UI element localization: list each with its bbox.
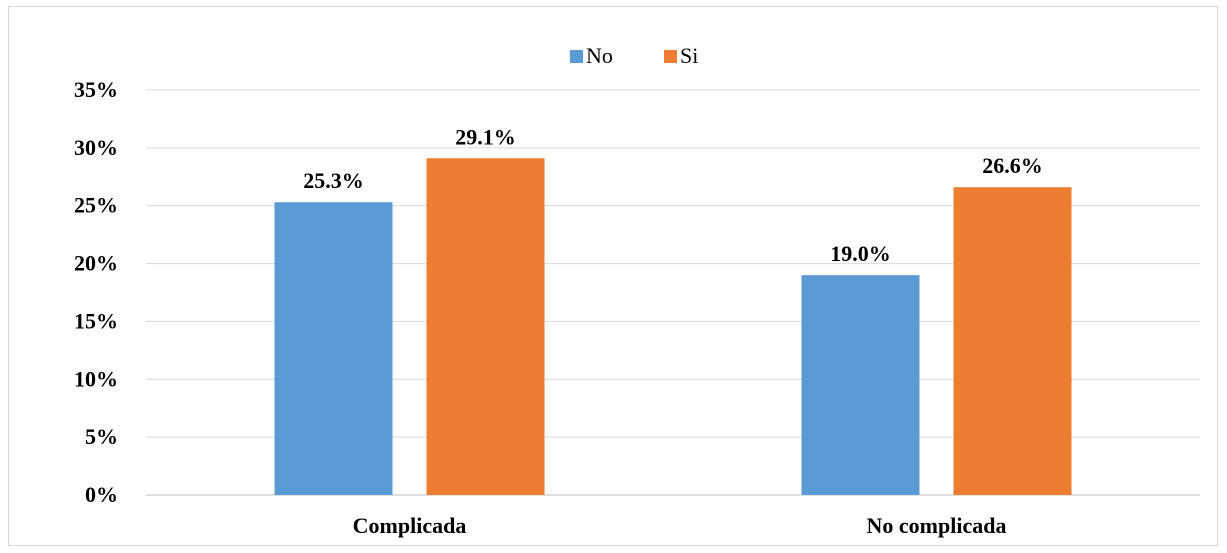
- bar-si-0: [426, 158, 545, 495]
- data-label: 19.0%: [830, 241, 891, 266]
- legend-label: No: [586, 43, 613, 68]
- data-label: 29.1%: [455, 124, 516, 149]
- bars: [274, 158, 1072, 495]
- data-label: 25.3%: [303, 168, 364, 193]
- y-tick-label: 30%: [74, 135, 118, 160]
- y-axis: 0% 5% 10% 15% 20% 25% 30% 35%: [74, 77, 118, 507]
- y-tick-label: 35%: [74, 77, 118, 102]
- legend-swatch-no: [570, 50, 583, 63]
- y-tick-label: 10%: [74, 366, 118, 391]
- bar-si-1: [953, 187, 1072, 495]
- bar-no-1: [801, 275, 920, 495]
- y-tick-label: 15%: [74, 308, 118, 333]
- legend: No Si: [570, 43, 698, 68]
- x-axis: Complicada No complicada: [353, 513, 1007, 538]
- y-tick-label: 5%: [85, 424, 118, 449]
- bar-no-0: [274, 202, 393, 495]
- y-tick-label: 20%: [74, 251, 118, 276]
- legend-label: Si: [680, 43, 698, 68]
- x-category-label: Complicada: [353, 513, 467, 538]
- data-label: 26.6%: [982, 153, 1043, 178]
- x-category-label: No complicada: [867, 513, 1007, 538]
- y-tick-label: 0%: [85, 482, 118, 507]
- y-tick-label: 25%: [74, 193, 118, 218]
- legend-swatch-si: [664, 50, 677, 63]
- data-labels: 25.3% 29.1% 19.0% 26.6%: [303, 124, 1043, 266]
